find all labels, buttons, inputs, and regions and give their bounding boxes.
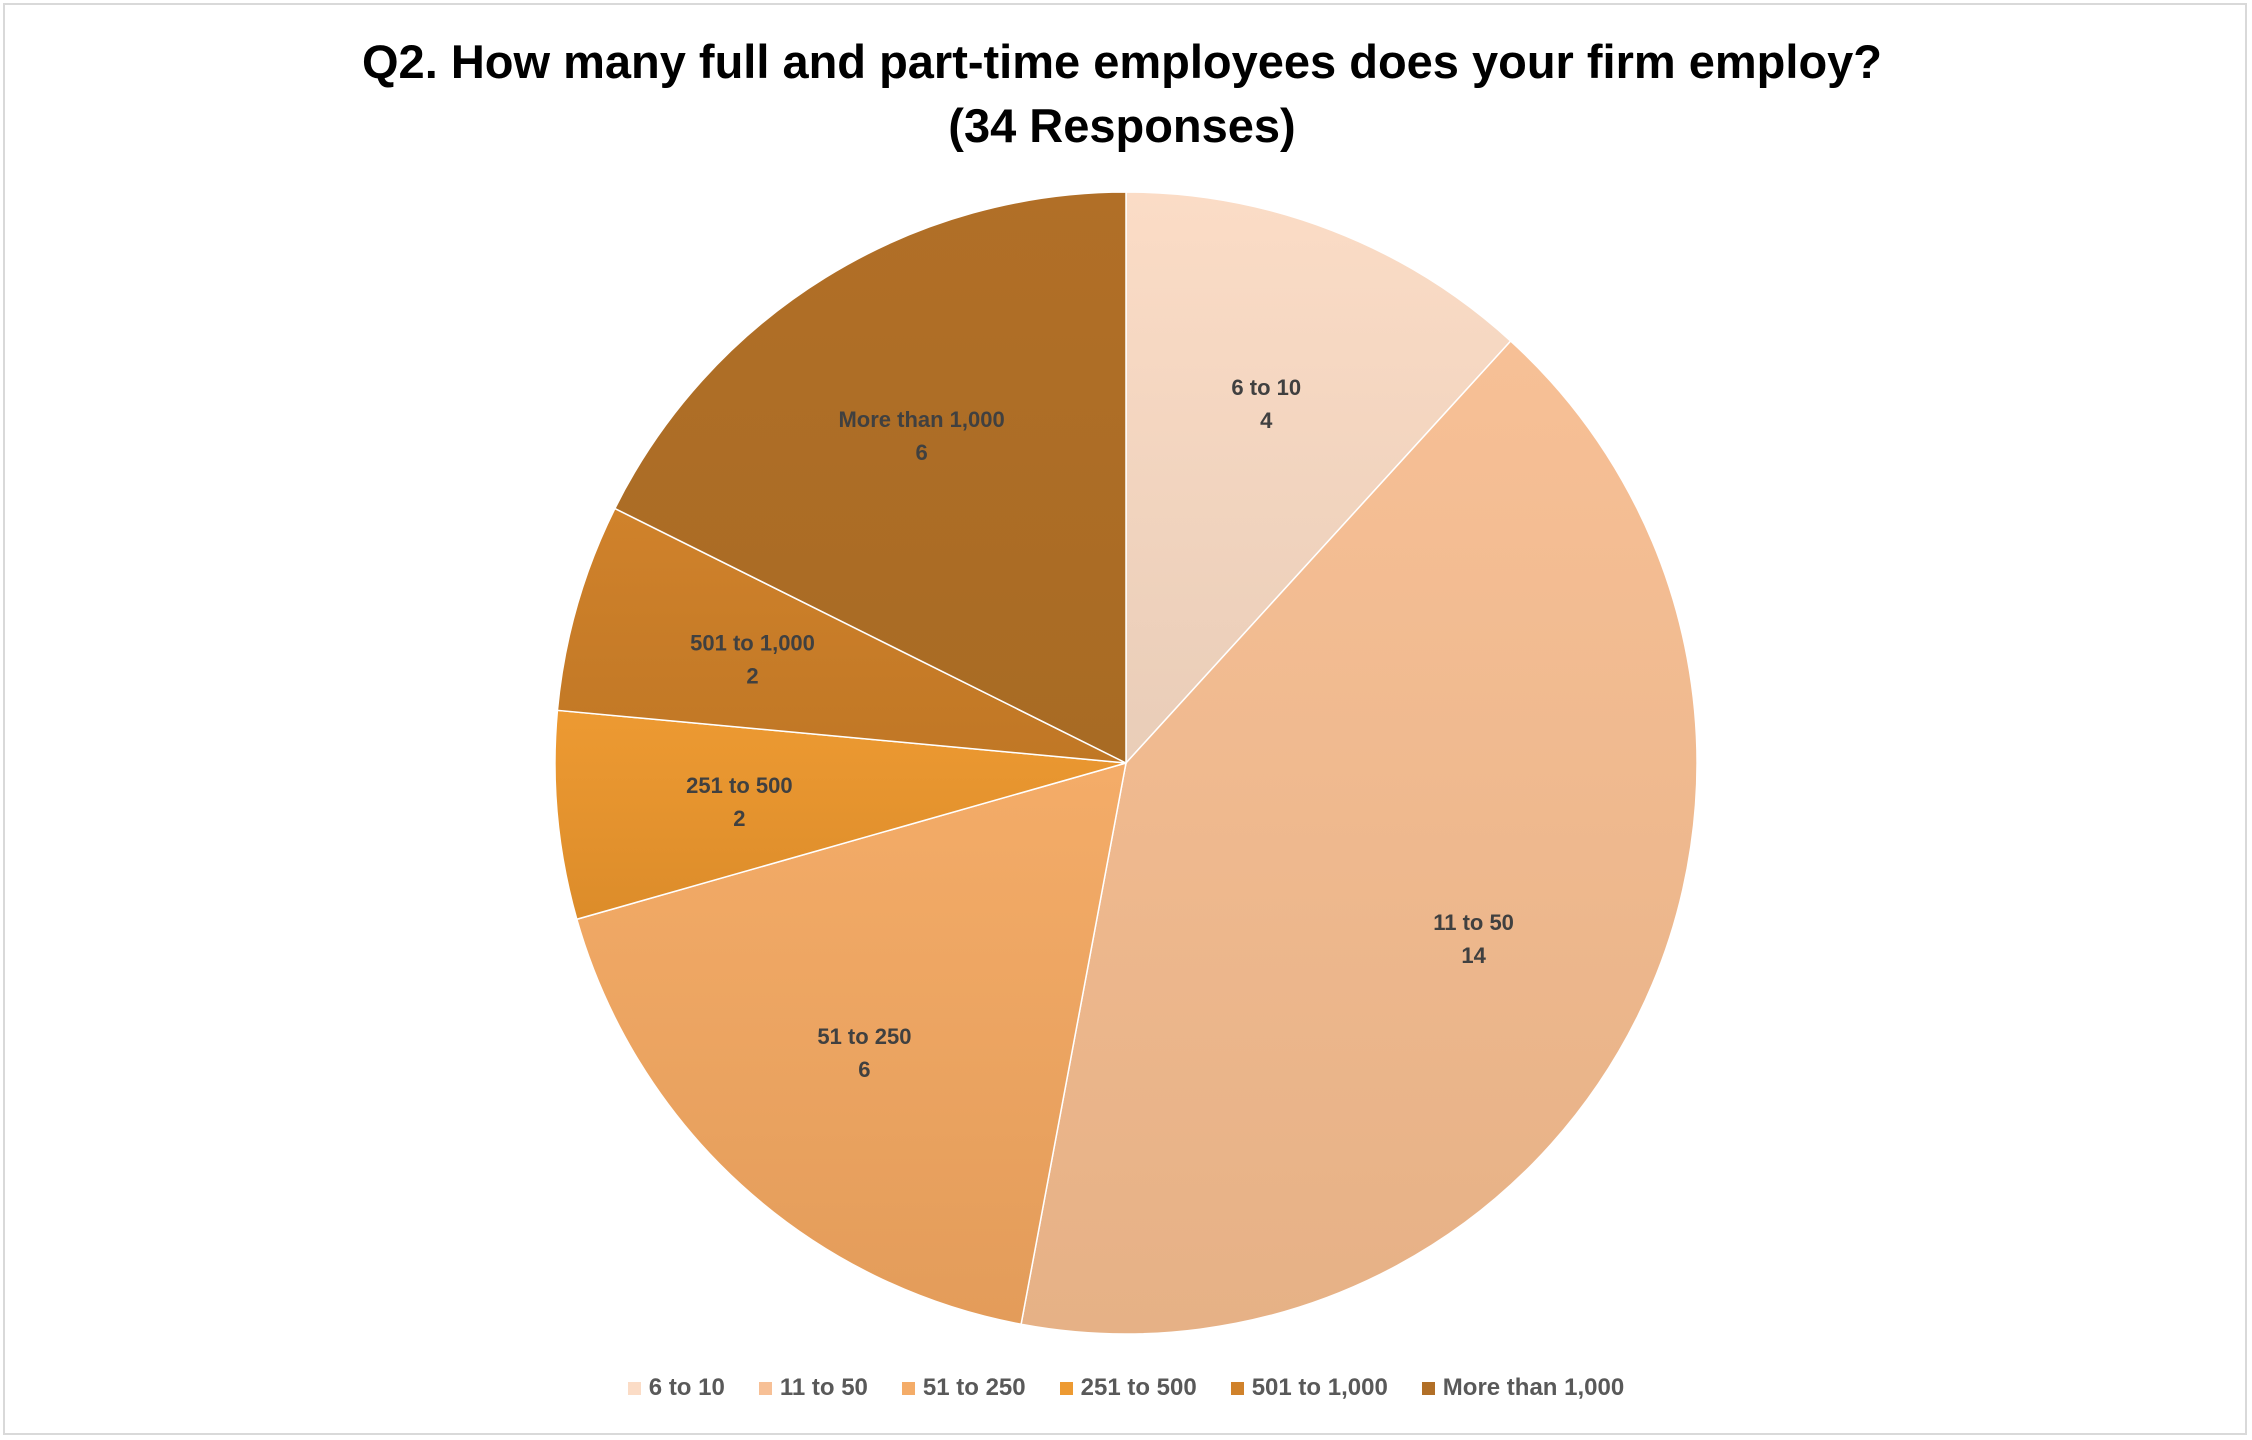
chart-legend: 6 to 10 11 to 50 51 to 250 251 to 500 501 to…	[0, 1374, 2252, 1402]
legend-swatch	[901, 1381, 915, 1395]
data-label-category-11-to-50: 11 to 50	[1433, 910, 1514, 935]
legend-item-251-to-500: 251 to 500	[1059, 1374, 1197, 1402]
data-label-category-51-to-250: 51 to 250	[817, 1024, 911, 1049]
legend-item-501-to-1-000: 501 to 1,000	[1230, 1374, 1388, 1402]
pie-slices	[554, 191, 1698, 1335]
legend-swatch	[1059, 1381, 1073, 1395]
legend-swatch	[627, 1381, 641, 1395]
data-label-value-6-to-10: 4	[1260, 408, 1273, 433]
legend-swatch	[758, 1381, 772, 1395]
data-label-value-more-than-1-000: 6	[915, 440, 927, 465]
pie-slice-11-to-50	[1020, 339, 1698, 1335]
legend-label: 251 to 500	[1080, 1374, 1197, 1401]
legend-item-6-to-10: 6 to 10	[627, 1374, 725, 1402]
data-label-value-51-to-250: 6	[858, 1057, 870, 1082]
data-label-category-more-than-1-000: More than 1,000	[838, 407, 1004, 432]
pie-data-labels: 6 to 10 4 11 to 50 14 51 to 250 6 251 to 500 2 5…	[686, 375, 1514, 1082]
legend-label: 501 to 1,000	[1251, 1374, 1388, 1401]
data-label-category-6-to-10: 6 to 10	[1231, 375, 1301, 400]
legend-item-more-than-1-000: More than 1,000	[1421, 1374, 1625, 1402]
data-label-category-251-to-500: 251 to 500	[686, 773, 792, 798]
pie-slice-6-to-10	[1125, 191, 1512, 765]
data-label-value-11-to-50: 14	[1461, 943, 1486, 968]
data-label-value-251-to-500: 2	[733, 806, 745, 831]
legend-swatch	[1230, 1381, 1244, 1395]
legend-label: 11 to 50	[779, 1374, 868, 1401]
chart-title: Q2. How many full and part-time employee…	[0, 30, 2244, 158]
legend-label: 51 to 250	[922, 1374, 1026, 1401]
legend-item-51-to-250: 51 to 250	[901, 1374, 1026, 1402]
data-label-category-501-to-1-000: 501 to 1,000	[690, 631, 815, 656]
legend-swatch	[1421, 1381, 1435, 1395]
pie-slice-501-to-1-000	[556, 507, 1127, 764]
chart-subtitle: (34 Responses)	[948, 99, 1296, 152]
legend-label: More than 1,000	[1442, 1374, 1625, 1401]
chart-title-line: Q2. How many full and part-time employee…	[362, 35, 1882, 88]
pie-slice-251-to-500	[554, 709, 1127, 921]
pie-slice-51-to-250	[575, 761, 1127, 1326]
legend-item-11-to-50: 11 to 50	[758, 1374, 868, 1402]
data-label-value-501-to-1-000: 2	[746, 664, 758, 689]
pie-slice-more-than-1-000	[613, 191, 1127, 765]
legend-label: 6 to 10	[648, 1374, 725, 1401]
